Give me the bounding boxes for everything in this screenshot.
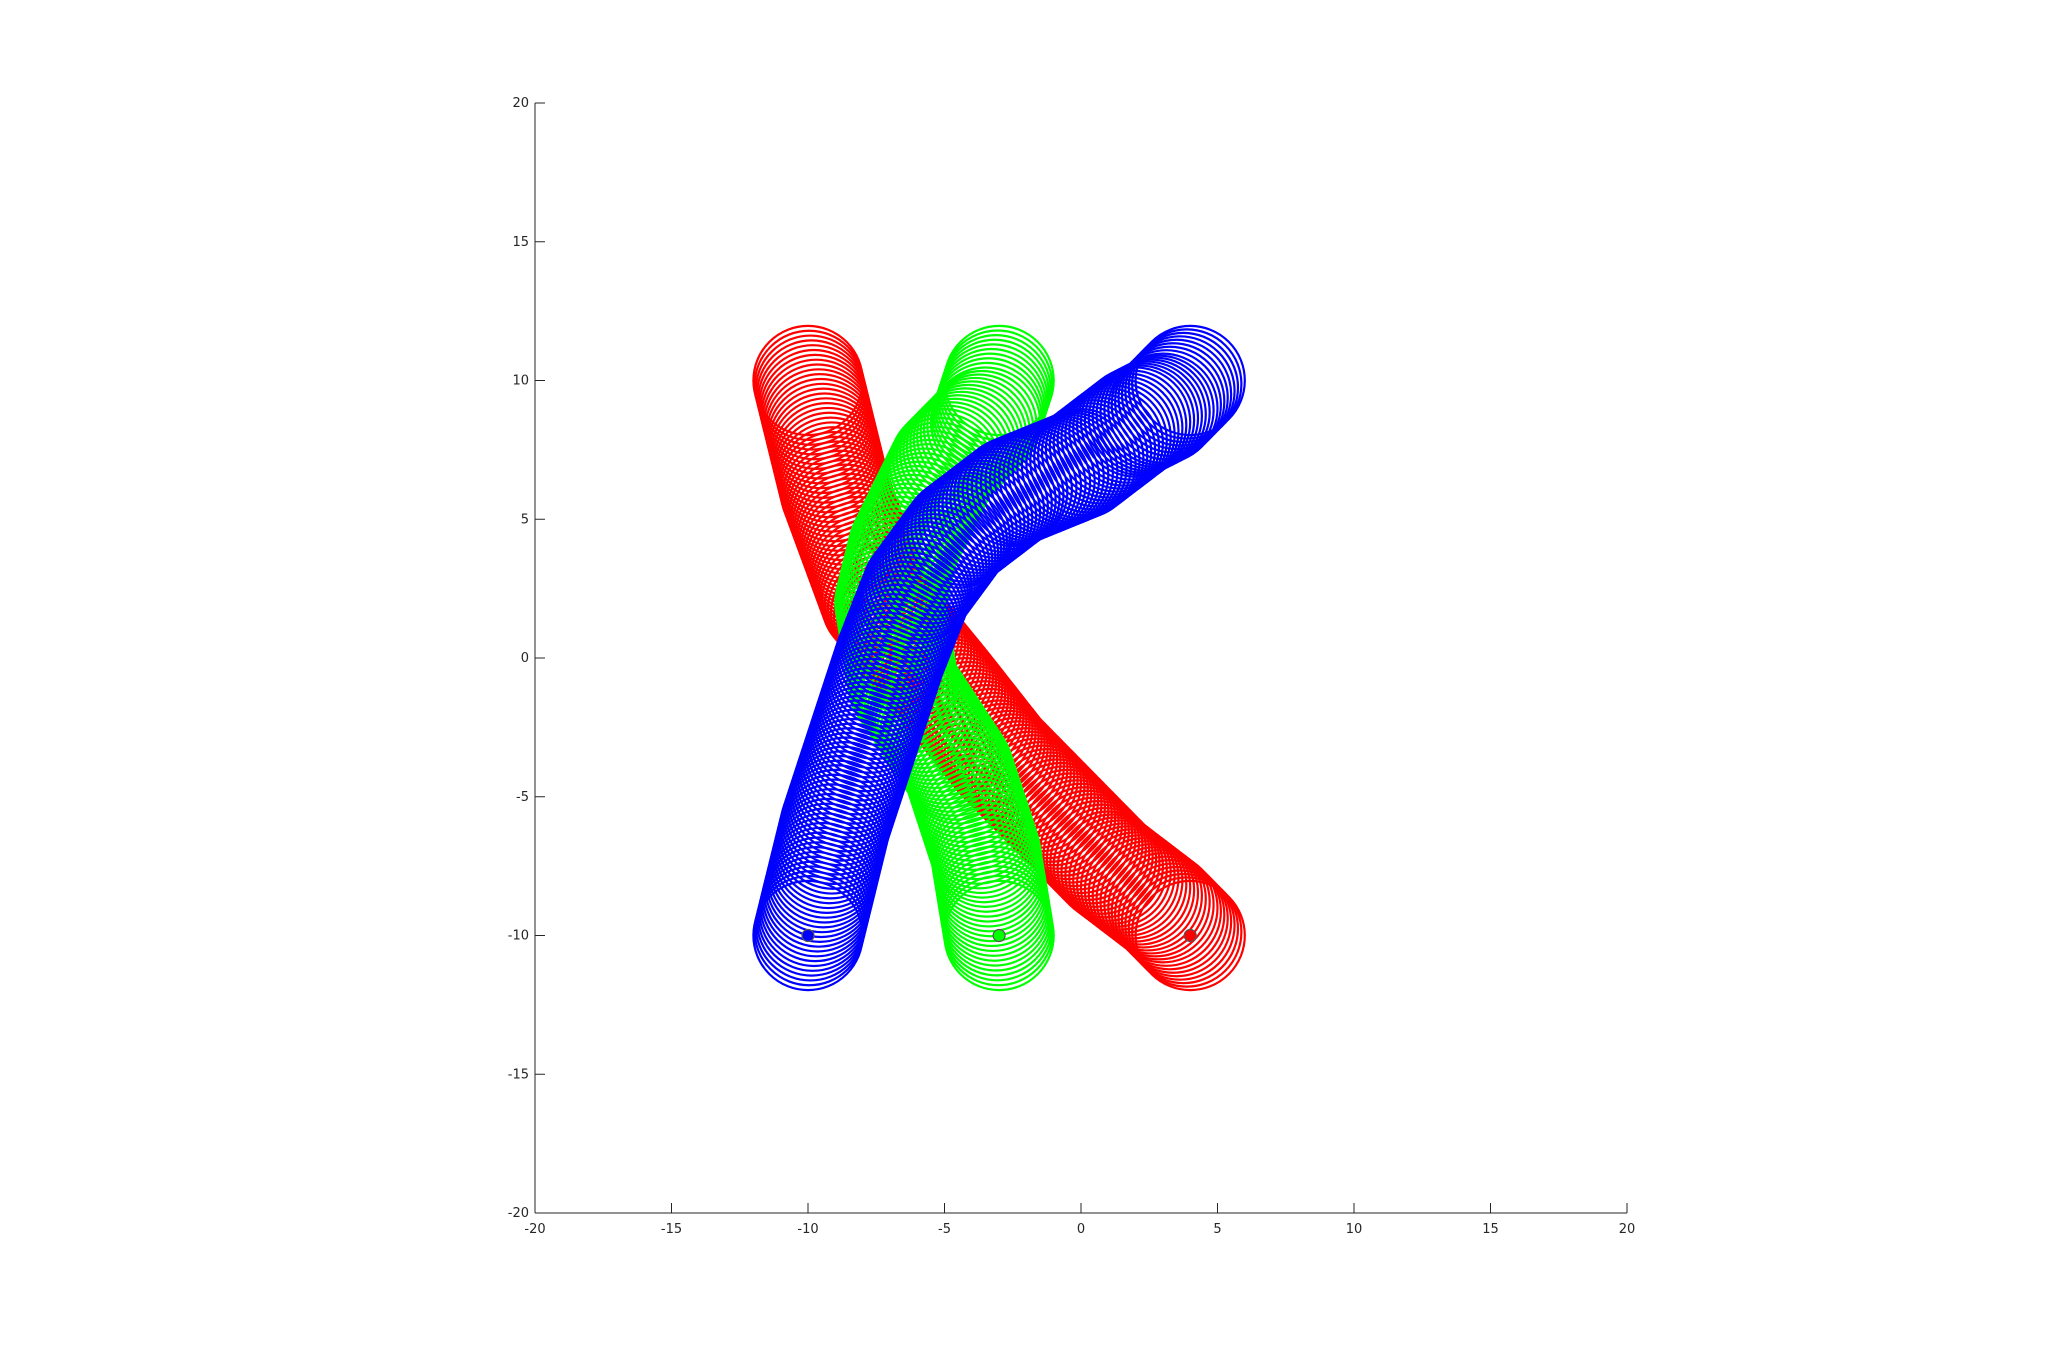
x-tick-label: 5 [1213,1222,1221,1237]
series-0-circle [1124,869,1236,981]
series-0-circle [1134,879,1246,992]
series-2-circle [893,489,1006,601]
series-0-circle [1083,834,1196,946]
y-tick-label: 10 [512,374,529,389]
y-tick-label: -10 [508,929,529,944]
series-layer [752,324,1246,992]
y-tick-label: 20 [512,96,529,111]
series-0-circle [1114,858,1226,971]
series-1-circle [943,879,1055,992]
series-0-circle [1110,855,1223,967]
series-2-start-marker [801,928,815,943]
series-2-circle [906,474,1018,586]
x-tick-label: 0 [1077,1222,1085,1237]
x-tick-label: -10 [797,1222,818,1237]
series-2-circle [1064,378,1176,490]
y-tick-label: 15 [512,235,529,250]
y-tick-label: -5 [516,790,529,805]
series-0-circle [1120,865,1233,978]
x-tick-label: -20 [524,1222,545,1237]
y-tick-label: -15 [508,1067,529,1082]
y-tick-label: -20 [508,1206,529,1221]
series-0 [752,324,1246,992]
axes: -20 -15 -10 -5 0 5 10 15 20 20 15 10 5 0 -5 -10 -15 -20 [508,96,1636,1237]
series-1-start-marker [992,928,1006,943]
x-tick-label: -5 [938,1222,951,1237]
series-0-circle [1103,849,1215,961]
series-0-circle [1117,862,1229,974]
series-0-circle [1087,837,1200,949]
series-0-circle [1131,876,1243,988]
x-tick-label: -15 [661,1222,682,1237]
series-0-circle [1127,872,1240,985]
series-0-circle [1091,840,1204,952]
series-2-circle [1060,381,1172,493]
series-2-circle [752,879,864,992]
series-2-circle [1134,324,1246,437]
series-0-circle [1107,852,1219,964]
series-2-circle [1079,366,1192,478]
series-0-circle [1095,843,1207,955]
x-tick-label: 15 [1482,1222,1499,1237]
series-0-circle [1052,810,1165,922]
y-ticks: 20 15 10 5 0 -5 -10 -15 -20 [508,96,545,1221]
series-2-circle [890,493,1003,605]
series-0-circle [1099,846,1211,958]
x-tick-label: 20 [1619,1222,1636,1237]
y-tick-label: 5 [521,512,529,527]
series-0-start-marker [1183,928,1197,943]
series-2 [752,324,1246,992]
x-tick-label: 10 [1346,1222,1363,1237]
y-tick-label: 0 [521,651,529,666]
x-ticks: -20 -15 -10 -5 0 5 10 15 20 [524,1203,1635,1237]
